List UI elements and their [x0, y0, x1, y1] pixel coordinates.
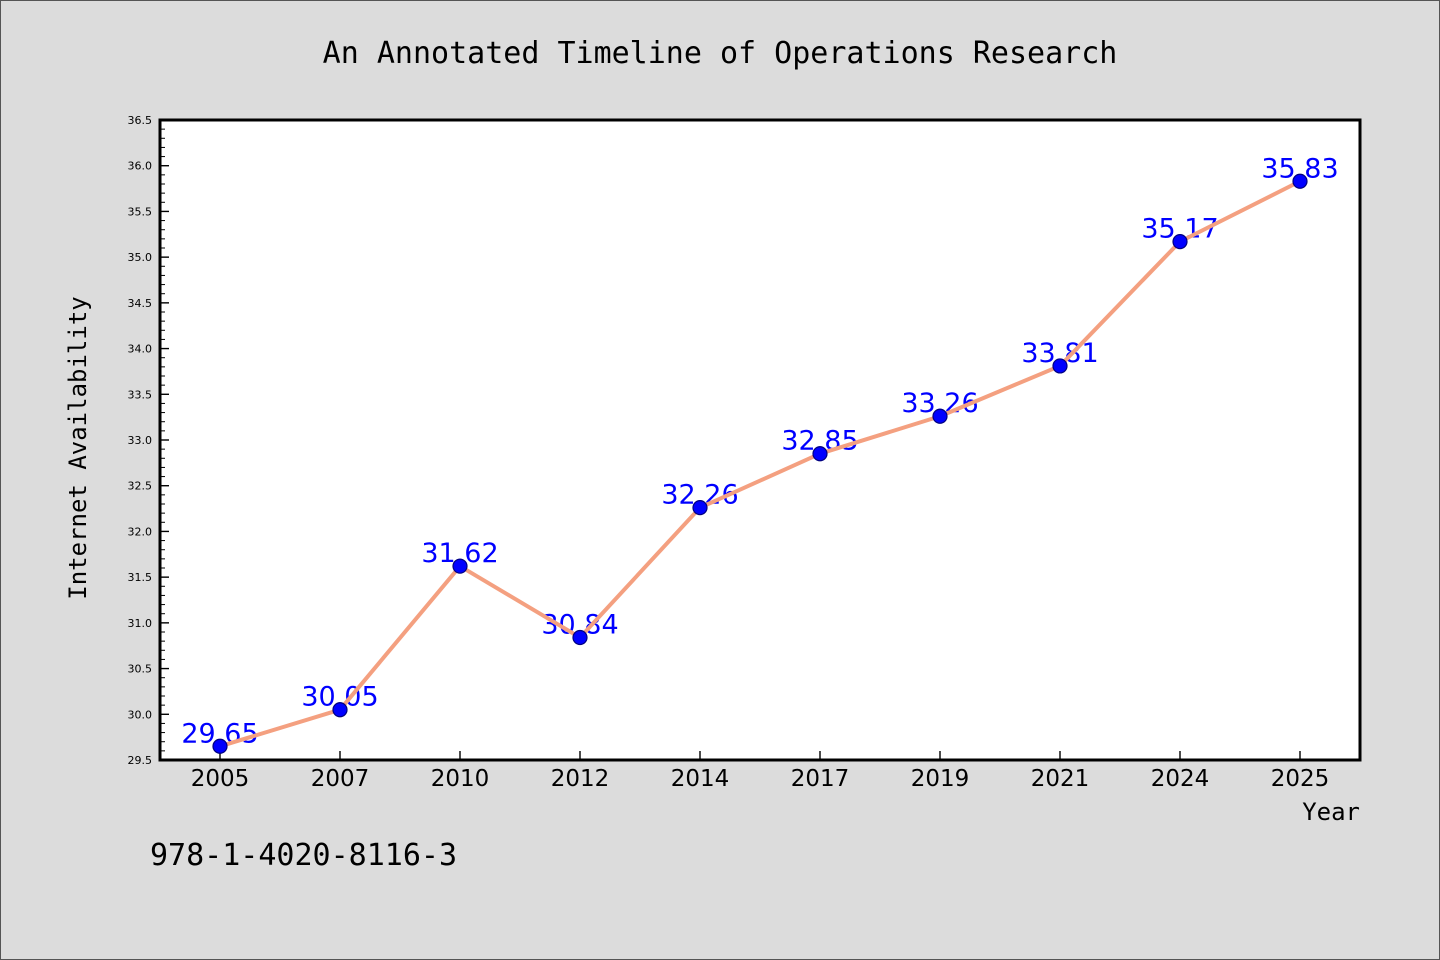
x-tick-label: 2014: [671, 766, 730, 792]
isbn-annotation: 978-1-4020-8116-3: [150, 838, 457, 873]
data-point-marker: [812, 446, 828, 462]
y-tick-label: 29.5: [128, 754, 153, 767]
y-tick-label: 36.5: [128, 114, 153, 127]
data-point-marker: [332, 702, 348, 718]
x-tick-label: 2025: [1271, 766, 1330, 792]
data-point-marker: [452, 558, 468, 574]
y-tick-label: 32.0: [128, 525, 153, 538]
y-tick-label: 33.0: [128, 434, 153, 447]
data-markers: [212, 173, 1308, 754]
y-tick-label: 34.0: [128, 343, 153, 356]
y-tick-label: 33.5: [128, 388, 153, 401]
x-tick-label: 2012: [551, 766, 610, 792]
x-tick-label: 2017: [791, 766, 850, 792]
y-tick-label: 30.0: [128, 708, 153, 721]
y-tick-label: 30.5: [128, 663, 153, 676]
y-tick-label: 35.5: [128, 205, 153, 218]
plot-frame: [158, 118, 1362, 762]
data-point-marker: [932, 408, 948, 424]
y-axis-label: Internet Availability: [64, 296, 92, 599]
y-tick-label: 35.0: [128, 251, 153, 264]
x-tick-label: 2021: [1031, 766, 1090, 792]
chart-title: An Annotated Timeline of Operations Rese…: [323, 36, 1118, 71]
x-tick-label: 2005: [191, 766, 250, 792]
x-tick-label: 2024: [1151, 766, 1210, 792]
y-axis: 29.5 30.0 30.5 31.0 31.5 32.0 32.5 33.0 33.5 34.0…: [128, 114, 169, 767]
data-point-marker: [572, 629, 588, 646]
y-tick-label: 34.5: [128, 297, 153, 310]
x-tick-label: 2007: [311, 766, 370, 792]
x-tick-label: 2019: [911, 766, 970, 792]
data-point-marker: [1292, 173, 1308, 189]
y-tick-label: 31.5: [128, 571, 153, 584]
y-tick-label: 31.0: [128, 617, 153, 630]
x-axis: 2005 2007 2010 2012 2014 2017 2019 2021 2024 2025: [191, 751, 1330, 792]
y-tick-label: 36.0: [128, 160, 153, 173]
data-point-marker: [1172, 234, 1188, 250]
x-tick-label: 2010: [431, 766, 490, 792]
data-point-marker: [212, 738, 228, 754]
series-line: [218, 179, 1302, 749]
y-tick-label: 32.5: [128, 480, 153, 493]
x-axis-label: Year: [1302, 798, 1360, 826]
data-point-marker: [692, 500, 708, 516]
data-point-marker: [1052, 358, 1068, 374]
plot-area: [160, 120, 1360, 760]
